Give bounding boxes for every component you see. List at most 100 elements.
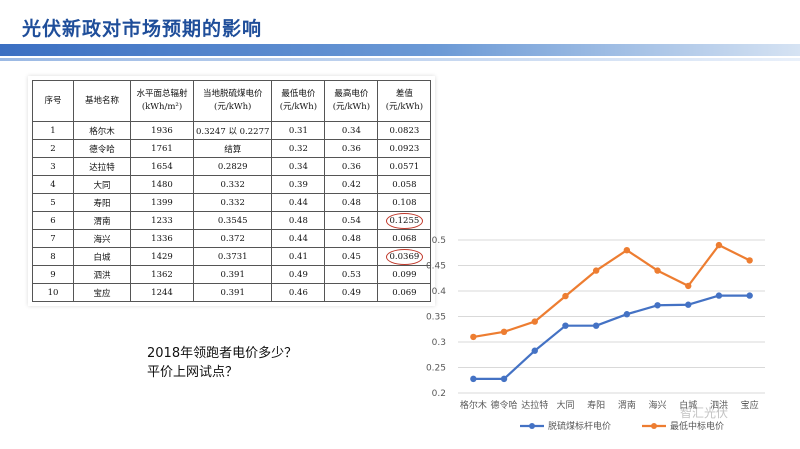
table-cell: 达拉特 xyxy=(73,157,131,176)
table-cell: 7 xyxy=(32,229,74,248)
data-point xyxy=(500,375,508,383)
table-cell: 4 xyxy=(32,175,74,194)
table-cell: 0.3731 xyxy=(192,247,273,266)
x-tick-label: 宝应 xyxy=(741,399,759,411)
series-line-1 xyxy=(473,243,751,338)
table-cell: 渭南 xyxy=(73,211,131,230)
data-point xyxy=(685,282,692,290)
data-point xyxy=(654,302,661,309)
table-cell: 1761 xyxy=(130,139,194,158)
data-table-panel: 序号 基地名称 水平面总辐射 (kWh/m²) 当地脱硫煤电价 (元/kWh) … xyxy=(28,76,436,306)
table-row: 4 大同 1480 0.332 0.39 0.42 0.058 xyxy=(32,175,432,194)
x-tick-label: 大同 xyxy=(556,399,574,411)
legend-swatch-dot xyxy=(651,423,657,429)
table-cell: 0.44 xyxy=(271,229,326,248)
header-cell: 基地名称 xyxy=(73,80,131,122)
table-cell: 0.49 xyxy=(271,265,326,284)
y-tick-label: 0.4 xyxy=(432,287,447,297)
x-tick-label: 格尔木 xyxy=(460,399,487,411)
table-cell: 0.45 xyxy=(324,247,379,266)
table-cell: 0.372 xyxy=(192,229,273,248)
data-point xyxy=(531,347,538,354)
table-cell: 0.48 xyxy=(324,193,379,212)
table-cell: 1480 xyxy=(130,175,194,194)
table-cell: 0.0571 xyxy=(377,157,432,176)
table-cell: 德令哈 xyxy=(73,139,131,158)
table-cell: 0.46 xyxy=(271,283,326,302)
table-cell: 0.3545 xyxy=(192,211,273,230)
table-cell: 0.53 xyxy=(324,265,379,284)
table-cell: 大同 xyxy=(73,175,131,194)
header-cell: 序号 xyxy=(32,80,74,122)
table-cell: 0.2829 xyxy=(192,157,273,176)
table-row: 6 渭南 1233 0.3545 0.48 0.54 0.1255 xyxy=(32,211,432,230)
y-tick-label: 0.5 xyxy=(432,236,446,246)
table-cell: 1399 xyxy=(130,193,194,212)
table-cell: 10 xyxy=(32,283,74,302)
table-cell: 0.069 xyxy=(377,283,432,302)
question-line-2: 平价上网试点？ xyxy=(147,365,239,380)
table-cell: 0.39 xyxy=(271,175,326,194)
table-cell: 0.54 xyxy=(324,211,379,230)
table-cell: 宝应 xyxy=(73,283,131,302)
data-point xyxy=(623,247,631,254)
data-table: 序号 基地名称 水平面总辐射 (kWh/m²) 当地脱硫煤电价 (元/kWh) … xyxy=(32,80,432,302)
legend-label: 最低中标电价 xyxy=(670,420,724,432)
series-line-0 xyxy=(473,294,750,380)
table-cell: 9 xyxy=(32,265,74,284)
header-cell: 最低电价 (元/kWh) xyxy=(271,80,326,122)
table-cell: 0.44 xyxy=(271,193,326,212)
table-cell: 0.0923 xyxy=(377,139,432,158)
table-cell: 0.108 xyxy=(377,193,432,212)
table-cell: 0.3247 以 0.2277 xyxy=(192,121,273,140)
table-row: 7 海兴 1336 0.372 0.44 0.48 0.068 xyxy=(32,229,432,248)
data-point xyxy=(592,322,600,329)
y-tick-label: 0.3 xyxy=(432,338,446,348)
x-tick-label: 达拉特 xyxy=(521,399,548,411)
header-cell: 最高电价 (元/kWh) xyxy=(324,80,379,122)
title-band-thin xyxy=(0,58,800,61)
watermark: 智汇光伏 xyxy=(680,406,729,420)
table-cell: 0.391 xyxy=(192,265,273,284)
table-cell: 2 xyxy=(32,139,74,158)
data-point xyxy=(470,375,477,383)
data-point xyxy=(531,318,538,325)
table-cell: 0.332 xyxy=(192,175,273,194)
data-point xyxy=(562,322,569,329)
y-tick-label: 0.25 xyxy=(426,364,446,374)
slide-title: 光伏新政对市场预期的影响 xyxy=(22,18,263,40)
table-cell: 0.48 xyxy=(271,211,326,230)
y-tick-label: 0.35 xyxy=(426,313,446,323)
circled-value: 0.1255 xyxy=(385,212,424,229)
table-header-row: 序号 基地名称 水平面总辐射 (kWh/m²) 当地脱硫煤电价 (元/kWh) … xyxy=(32,80,432,122)
table-cell: 5 xyxy=(32,193,74,212)
table-cell: 1429 xyxy=(130,247,194,266)
table-cell: 6 xyxy=(32,211,74,230)
table-cell: 1936 xyxy=(130,121,194,140)
data-point xyxy=(654,267,661,274)
table-cell: 1233 xyxy=(130,211,194,230)
table-row: 5 寿阳 1399 0.332 0.44 0.48 0.108 xyxy=(32,193,432,212)
table-cell: 1654 xyxy=(130,157,194,176)
table-cell: 海兴 xyxy=(73,229,131,248)
legend-swatch-dot xyxy=(529,423,535,429)
x-tick-label: 渭南 xyxy=(618,399,636,411)
table-cell: 1336 xyxy=(130,229,194,248)
table-cell: 1244 xyxy=(130,283,194,302)
question-line-1: 2018年领跑者电价多少？ xyxy=(147,346,298,361)
table-cell: 0.31 xyxy=(271,121,326,140)
price-line-chart: 0.2 0.25 0.3 0.35 0.4 0.45 0.5 格尔木 德令哈 达拉特 大同 寿阳 渭南 海… xyxy=(426,236,765,432)
data-point xyxy=(500,328,508,335)
title-band xyxy=(0,44,800,56)
table-cell: 格尔木 xyxy=(73,121,131,140)
table-cell: 0.332 xyxy=(192,193,273,212)
table-cell: 0.49 xyxy=(324,283,379,302)
header-cell: 差值 (元/kWh) xyxy=(377,80,432,122)
data-point xyxy=(715,292,723,299)
table-cell: 0.391 xyxy=(192,283,273,302)
table-cell: 0.058 xyxy=(377,175,432,194)
question-text: 2018年领跑者电价多少？ 平价上网试点？ xyxy=(147,344,297,382)
table-cell: 白城 xyxy=(73,247,131,266)
table-cell: 0.48 xyxy=(324,229,379,248)
data-point xyxy=(685,301,692,308)
